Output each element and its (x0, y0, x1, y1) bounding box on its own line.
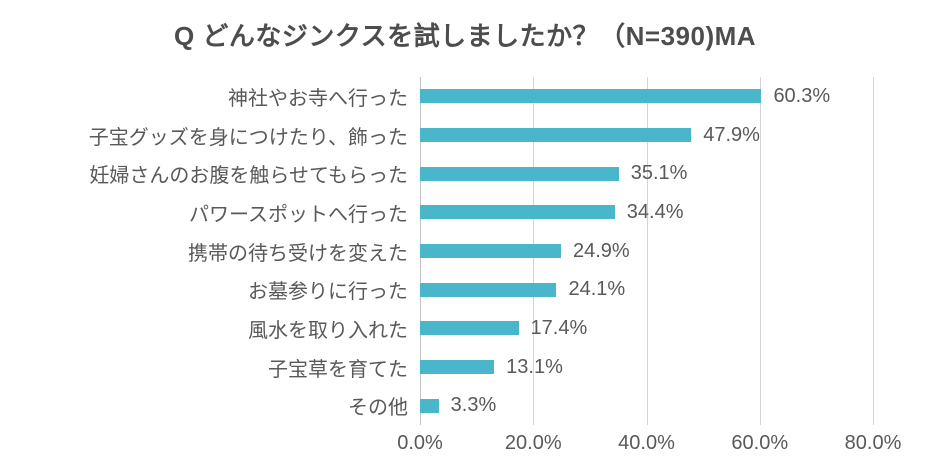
bar-row: その他 3.3% (0, 386, 930, 425)
bar-row: 子宝グッズを身につけたり、飾った 47.9% (0, 116, 930, 155)
bar-row: 子宝草を育てた 13.1% (0, 348, 930, 387)
bar-row: パワースポットへ行った 34.4% (0, 193, 930, 232)
x-tick-label: 60.0% (731, 432, 789, 454)
value-label: 24.1% (568, 278, 626, 301)
value-label: 17.4% (530, 316, 588, 339)
bar-rows: 神社やお寺へ行った 60.3% 子宝グッズを身につけたり、飾った 47.9% 妊婦さんの… (0, 77, 930, 425)
value-label: 24.9% (572, 239, 630, 262)
category-label: 風水を取り入れた (248, 319, 408, 342)
bar (420, 166, 619, 181)
category-label: パワースポットへ行った (189, 203, 408, 226)
x-tick-label: 80.0% (844, 432, 902, 454)
category-label: 神社やお寺へ行った (228, 87, 408, 110)
category-label: その他 (348, 397, 408, 420)
bar (420, 360, 495, 375)
value-label: 60.3% (773, 84, 831, 107)
gridline (873, 77, 874, 425)
x-tick-label: 40.0% (618, 432, 675, 454)
bar-row: 神社やお寺へ行った 60.3% (0, 77, 930, 116)
bar (420, 205, 615, 220)
bar-row: 妊婦さんのお腹を触らせてもらった 35.1% (0, 154, 930, 193)
value-label: 35.1% (630, 162, 688, 185)
value-label: 47.9% (703, 123, 760, 146)
value-label: 13.1% (506, 355, 563, 378)
category-label: 妊婦さんのお腹を触らせてもらった (89, 165, 408, 188)
category-label: 子宝草を育てた (268, 358, 408, 381)
bar-row: 携帯の待ち受けを変えた 24.9% (0, 232, 930, 271)
bar (420, 89, 762, 104)
category-label: 携帯の待ち受けを変えた (188, 242, 408, 265)
gridline (759, 77, 761, 425)
category-label: 子宝グッズを身につけたり、飾った (88, 126, 408, 149)
bar (420, 282, 557, 297)
bar-row: 風水を取り入れた 17.4% (0, 309, 930, 348)
value-label: 3.3% (450, 394, 497, 417)
bar (420, 398, 439, 413)
value-label: 34.4% (626, 200, 684, 223)
x-axis: 0.0% 20.0% 40.0% 60.0% 80.0% (397, 432, 901, 458)
chart-title: Q どんなジンクスを試しましたか？（N=390)MA (173, 21, 757, 51)
x-tick-label: 0.0% (397, 432, 443, 454)
category-label: お墓参りに行った (248, 281, 408, 304)
bar (420, 128, 692, 142)
x-tick-label: 20.0% (504, 432, 562, 454)
bar (420, 321, 519, 336)
gridline (646, 77, 648, 425)
bar (420, 244, 561, 259)
bar-row: お墓参りに行った 24.1% (0, 270, 930, 309)
